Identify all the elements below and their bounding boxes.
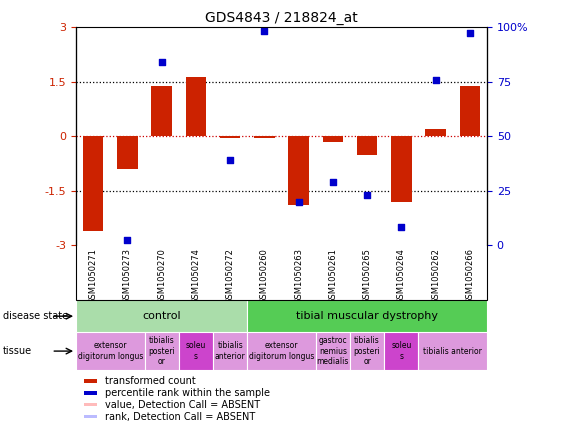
- Bar: [84, 415, 97, 418]
- Bar: [254, 137, 275, 138]
- Text: GSM1050262: GSM1050262: [431, 248, 440, 304]
- Text: GSM1050266: GSM1050266: [466, 248, 475, 304]
- Text: GSM1050261: GSM1050261: [328, 248, 337, 304]
- Point: [260, 28, 269, 35]
- Text: disease state: disease state: [3, 311, 68, 321]
- Point: [397, 224, 406, 231]
- Text: extensor
digitorum longus: extensor digitorum longus: [249, 341, 314, 361]
- Text: tissue: tissue: [3, 346, 32, 356]
- Text: tibialis
posteri
or: tibialis posteri or: [354, 336, 381, 366]
- Bar: [426, 129, 446, 137]
- Text: GSM1050270: GSM1050270: [157, 248, 166, 304]
- Bar: [384, 332, 418, 370]
- Text: GSM1050260: GSM1050260: [260, 248, 269, 304]
- Bar: [323, 137, 343, 142]
- Bar: [220, 137, 240, 138]
- Text: rank, Detection Call = ABSENT: rank, Detection Call = ABSENT: [105, 412, 255, 422]
- Bar: [418, 332, 487, 370]
- Text: soleu
s: soleu s: [391, 341, 412, 361]
- Bar: [459, 85, 480, 137]
- Point: [294, 198, 303, 205]
- Text: GSM1050263: GSM1050263: [294, 248, 303, 304]
- Point: [363, 191, 372, 198]
- Bar: [186, 77, 206, 137]
- Text: GSM1050273: GSM1050273: [123, 248, 132, 304]
- Bar: [179, 332, 213, 370]
- Title: GDS4843 / 218824_at: GDS4843 / 218824_at: [205, 11, 358, 25]
- Text: soleu
s: soleu s: [186, 341, 206, 361]
- Bar: [247, 300, 487, 332]
- Bar: [316, 332, 350, 370]
- Text: tibialis
posteri
or: tibialis posteri or: [148, 336, 175, 366]
- Point: [123, 236, 132, 243]
- Point: [226, 157, 235, 163]
- Bar: [357, 137, 377, 154]
- Bar: [350, 332, 384, 370]
- Text: GSM1050271: GSM1050271: [88, 248, 97, 304]
- Text: tibialis anterior: tibialis anterior: [423, 346, 482, 356]
- Text: GSM1050265: GSM1050265: [363, 248, 372, 304]
- Text: transformed count: transformed count: [105, 376, 195, 386]
- Bar: [145, 332, 179, 370]
- Point: [466, 30, 475, 36]
- Bar: [84, 403, 97, 407]
- Bar: [117, 137, 138, 169]
- Bar: [76, 332, 145, 370]
- Bar: [83, 137, 104, 231]
- Bar: [84, 391, 97, 395]
- Text: value, Detection Call = ABSENT: value, Detection Call = ABSENT: [105, 400, 260, 410]
- Text: GSM1050264: GSM1050264: [397, 248, 406, 304]
- Text: control: control: [142, 311, 181, 321]
- Bar: [84, 379, 97, 383]
- Point: [157, 59, 166, 66]
- Text: percentile rank within the sample: percentile rank within the sample: [105, 388, 270, 398]
- Bar: [288, 137, 309, 206]
- Bar: [247, 332, 316, 370]
- Text: extensor
digitorum longus: extensor digitorum longus: [78, 341, 143, 361]
- Text: GSM1050274: GSM1050274: [191, 248, 200, 304]
- Text: tibialis
anterior: tibialis anterior: [215, 341, 245, 361]
- Text: GSM1050272: GSM1050272: [226, 248, 235, 304]
- Bar: [151, 85, 172, 137]
- Text: tibial muscular dystrophy: tibial muscular dystrophy: [296, 311, 438, 321]
- Point: [431, 77, 440, 83]
- Text: gastroc
nemius
medialis: gastroc nemius medialis: [316, 336, 349, 366]
- Bar: [213, 332, 247, 370]
- Point: [328, 179, 337, 185]
- Bar: [391, 137, 412, 202]
- Bar: [76, 300, 247, 332]
